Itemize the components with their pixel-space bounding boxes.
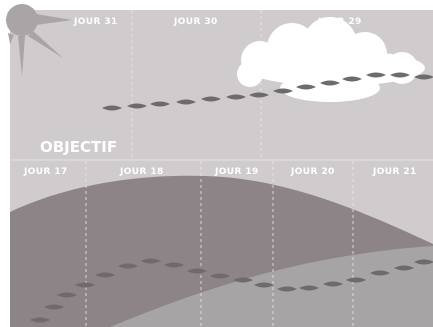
footprint-icon (320, 80, 340, 86)
footprint-icon (75, 282, 95, 288)
footprint-icon (370, 270, 390, 276)
footprint-icon (102, 105, 122, 111)
day-label-jour-30: JOUR 30 (173, 17, 218, 27)
footprint-icon (394, 265, 414, 271)
footprint-icon (254, 282, 274, 288)
footprint-icon (342, 76, 362, 82)
day-label-jour-29: JOUR 29 (317, 17, 362, 27)
footprint-icon (390, 72, 410, 78)
footprint-icon (201, 96, 221, 102)
footprint-icon (273, 88, 293, 94)
footprint-icon (44, 304, 64, 310)
footprint-icon (277, 286, 297, 292)
footprint-icon (249, 92, 269, 98)
footprint-icon (118, 263, 138, 269)
footprint-icon (323, 281, 343, 287)
footprint-icon (127, 103, 147, 109)
footprint-icon (95, 272, 115, 278)
footprint-icon (299, 285, 319, 291)
objective-label: OBJECTIF (40, 138, 117, 156)
day-label-jour-19: JOUR 19 (214, 167, 259, 177)
day-label-jour-20: JOUR 20 (290, 167, 335, 177)
footprint-icon (366, 72, 386, 78)
footprint-icon (414, 259, 433, 265)
footprint-icon (187, 268, 207, 274)
footprint-icon (210, 273, 230, 279)
top-footprint-path (102, 72, 433, 111)
day-label-jour-18: JOUR 18 (119, 167, 164, 177)
footprint-icon (30, 317, 50, 323)
footprint-icon (346, 277, 366, 283)
day-label-jour-17: JOUR 17 (23, 167, 68, 177)
footprint-icon (164, 262, 184, 268)
footprint-icon (414, 74, 433, 80)
light-hill (110, 246, 433, 327)
footprint-icon (233, 277, 253, 283)
footprint-icon (296, 84, 316, 90)
footprint-icon (141, 258, 161, 264)
day-label-jour-21: JOUR 21 (372, 167, 417, 177)
day-label-jour-31: JOUR 31 (73, 17, 118, 27)
footprint-icon (57, 292, 77, 298)
top-day-separators (131, 10, 262, 160)
bottom-day-separators (85, 161, 354, 327)
footprint-icon (226, 94, 246, 100)
footprint-icon (176, 99, 196, 105)
footprint-icon (150, 101, 170, 107)
bottom-footprint-path (30, 258, 433, 323)
sun-icon (6, 4, 72, 76)
